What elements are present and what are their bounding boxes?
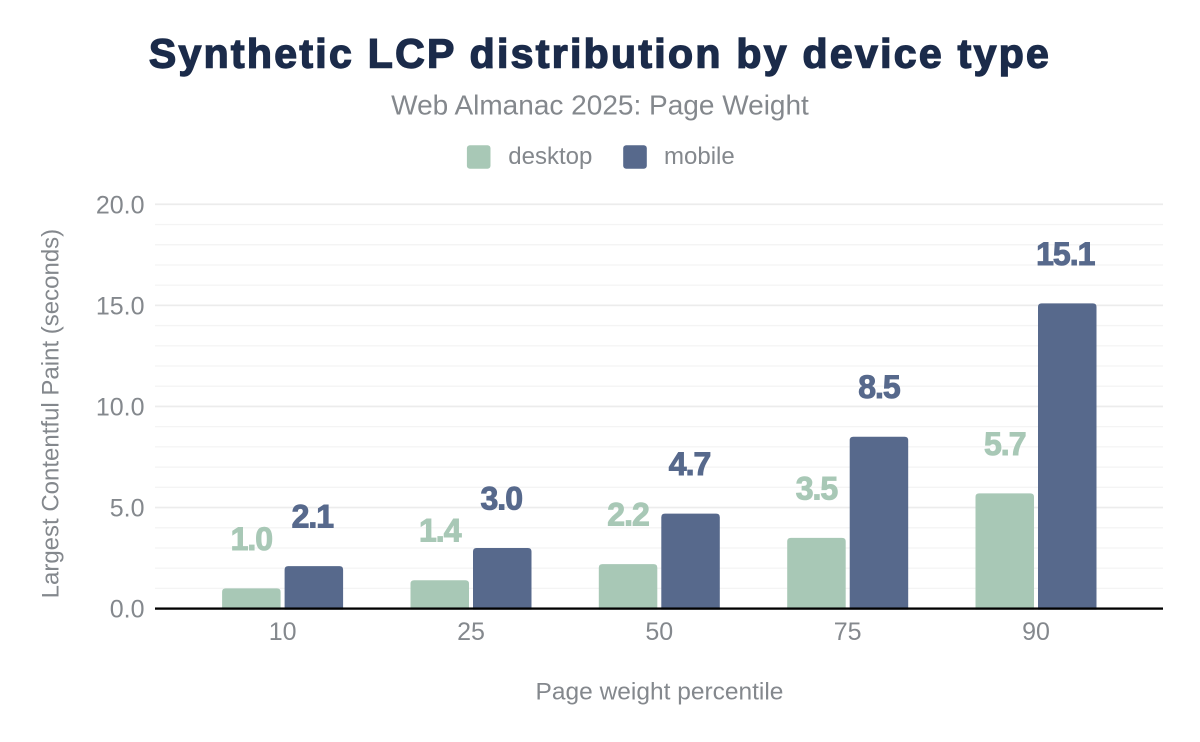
svg-text:50: 50 xyxy=(645,618,673,646)
svg-text:25: 25 xyxy=(457,618,485,646)
svg-text:5.0: 5.0 xyxy=(110,495,145,523)
svg-text:75: 75 xyxy=(834,618,862,646)
svg-text:90: 90 xyxy=(1022,618,1050,646)
svg-text:desktop: desktop xyxy=(508,143,592,170)
svg-text:15.1: 15.1 xyxy=(1036,236,1094,272)
svg-text:3.0: 3.0 xyxy=(481,480,523,516)
svg-text:0.0: 0.0 xyxy=(110,596,145,624)
svg-text:mobile: mobile xyxy=(664,143,735,170)
svg-text:10: 10 xyxy=(269,618,297,646)
svg-text:10.0: 10.0 xyxy=(96,393,145,421)
svg-text:1.4: 1.4 xyxy=(419,513,462,549)
svg-text:Page weight percentile: Page weight percentile xyxy=(536,679,784,706)
svg-text:Largest Contentful Paint (seco: Largest Contentful Paint (seconds) xyxy=(38,229,65,599)
svg-text:5.7: 5.7 xyxy=(984,426,1026,462)
svg-text:Web Almanac 2025: Page Weight: Web Almanac 2025: Page Weight xyxy=(391,90,809,121)
svg-text:4.7: 4.7 xyxy=(669,446,711,482)
svg-text:8.5: 8.5 xyxy=(858,369,900,405)
svg-text:1.0: 1.0 xyxy=(231,521,273,557)
svg-text:2.1: 2.1 xyxy=(292,499,334,535)
svg-text:Synthetic LCP distribution by: Synthetic LCP distribution by device typ… xyxy=(149,31,1051,77)
svg-text:3.5: 3.5 xyxy=(796,470,838,506)
svg-text:15.0: 15.0 xyxy=(96,292,145,320)
svg-text:2.2: 2.2 xyxy=(607,497,649,533)
svg-text:20.0: 20.0 xyxy=(96,191,145,219)
